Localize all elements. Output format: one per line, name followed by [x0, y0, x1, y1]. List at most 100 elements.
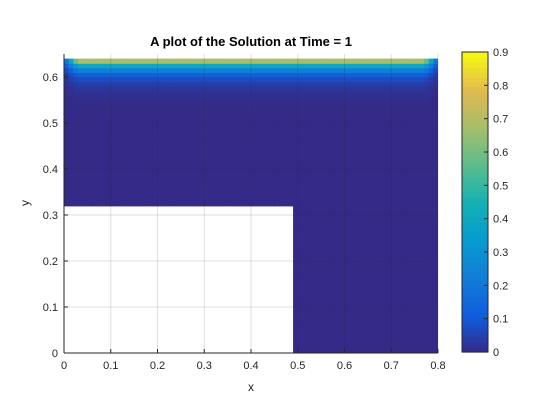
field-cell [241, 169, 247, 175]
field-cell [400, 63, 406, 69]
field-cell [372, 86, 378, 92]
field-cell [302, 297, 308, 303]
field-cell [391, 100, 397, 106]
field-cell [302, 325, 308, 331]
x-tick-label: 0.3 [197, 360, 212, 372]
field-cell [297, 256, 304, 262]
field-cell [293, 136, 299, 142]
field-cell [293, 330, 299, 336]
field-cell [279, 159, 285, 165]
field-cell [302, 348, 308, 353]
field-cell [274, 81, 280, 87]
field-cell [419, 348, 425, 353]
field-cell [419, 150, 425, 156]
field-cell [325, 251, 332, 257]
field-cell [78, 182, 84, 188]
field-cell [391, 343, 397, 349]
field-cell [423, 63, 430, 69]
field-cell [152, 164, 159, 170]
field-cell [353, 233, 360, 239]
field-cell [279, 90, 285, 96]
field-cell [134, 164, 140, 170]
field-cell [405, 77, 411, 83]
field-cell [194, 182, 201, 188]
field-cell [227, 192, 233, 198]
field-cell [73, 118, 79, 124]
field-cell [260, 132, 266, 138]
field-cell [297, 132, 304, 138]
field-cell [400, 288, 406, 294]
field-cell [293, 228, 299, 234]
field-cell [255, 113, 261, 119]
field-cell [414, 86, 420, 92]
field-cell [138, 192, 145, 198]
field-cell [321, 123, 327, 129]
field-cell [414, 196, 420, 202]
field-cell [180, 90, 187, 96]
field-cell [283, 187, 289, 193]
field-cell [251, 201, 257, 207]
field-cell [283, 113, 289, 119]
field-cell [166, 182, 173, 188]
field-cell [180, 100, 187, 106]
y-axis-label: y [18, 200, 32, 206]
field-cell [386, 173, 392, 179]
field-cell [185, 67, 191, 73]
field-cell [405, 325, 411, 331]
field-cell [428, 330, 434, 336]
field-cell [148, 100, 154, 106]
field-cell [185, 192, 191, 198]
field-cell [428, 205, 434, 211]
field-cell [316, 307, 322, 313]
field-cell [391, 196, 397, 202]
field-cell [311, 215, 318, 221]
field-cell [358, 104, 364, 110]
field-cell [423, 173, 430, 179]
field-cell [325, 81, 332, 87]
field-cell [423, 113, 430, 119]
field-cell [363, 155, 369, 161]
field-cell [349, 90, 355, 96]
field-cell [255, 86, 261, 92]
field-cell [120, 169, 126, 175]
field-cell [395, 164, 402, 170]
field-cell [171, 72, 177, 78]
field-cell [134, 146, 140, 152]
field-cell [68, 127, 74, 133]
field-cell [353, 330, 360, 336]
field-cell [419, 127, 425, 133]
colorbar-segment [462, 332, 488, 338]
colorbar-segment [462, 227, 488, 233]
field-cell [428, 113, 434, 119]
field-cell [269, 58, 275, 64]
field-cell [265, 109, 271, 115]
field-cell [330, 224, 336, 230]
field-cell [251, 58, 257, 64]
field-cell [414, 150, 420, 156]
field-cell [409, 127, 416, 133]
field-cell [349, 256, 355, 262]
field-cell [283, 127, 289, 133]
field-cell [316, 251, 322, 257]
field-cell [157, 173, 163, 179]
field-cell [419, 224, 425, 230]
field-cell [302, 316, 308, 322]
field-cell [162, 173, 168, 179]
field-cell [339, 302, 346, 308]
field-cell [260, 90, 266, 96]
field-cell [363, 169, 369, 175]
field-cell [115, 201, 121, 207]
field-cell [148, 132, 154, 138]
field-cell [213, 63, 219, 69]
field-cell [395, 228, 402, 234]
field-cell [330, 72, 336, 78]
field-cell [344, 261, 350, 267]
field-cell [391, 311, 397, 317]
field-cell [124, 113, 131, 119]
field-cell [199, 141, 205, 147]
field-cell [325, 146, 332, 152]
field-cell [194, 159, 201, 165]
field-cell [190, 169, 196, 175]
field-cell [176, 72, 182, 78]
field-cell [367, 297, 374, 303]
